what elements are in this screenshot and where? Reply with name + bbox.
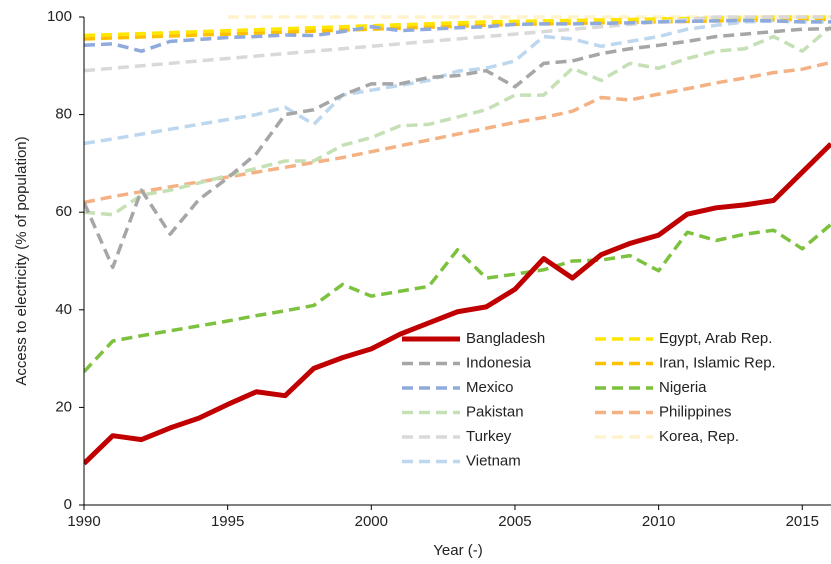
series-line <box>84 17 831 41</box>
x-tick-label: 1990 <box>67 513 100 530</box>
y-tick-label: 20 <box>55 398 72 415</box>
series-line <box>84 223 831 373</box>
legend-label: Pakistan <box>466 403 524 420</box>
legend-label: Iran, Islamic Rep. <box>659 354 776 371</box>
plot-lines <box>84 15 831 466</box>
series-line <box>84 15 831 38</box>
legend-label: Indonesia <box>466 354 532 371</box>
x-tick-label: 1995 <box>211 513 244 530</box>
series-line <box>84 60 831 205</box>
legend-label: Philippines <box>659 403 732 420</box>
legend-label: Nigeria <box>659 379 707 396</box>
x-tick-label: 2015 <box>786 513 819 530</box>
y-tick-label: 40 <box>55 301 72 318</box>
legend-label: Vietnam <box>466 452 521 469</box>
x-axis-label: Year (-) <box>433 542 482 559</box>
series-line <box>84 25 831 217</box>
y-tick-label: 100 <box>47 8 72 25</box>
legend-label: Bangladesh <box>466 330 545 347</box>
legend-label: Mexico <box>466 379 514 396</box>
series-line <box>84 142 831 466</box>
y-axis-label: Access to electricity (% of population) <box>13 136 30 385</box>
x-tick-label: 2005 <box>498 513 531 530</box>
series-line <box>84 19 831 146</box>
y-tick-label: 60 <box>55 203 72 220</box>
y-tick-label: 0 <box>64 496 72 513</box>
x-tick-label: 2010 <box>642 513 675 530</box>
series-line <box>84 18 831 53</box>
legend-label: Korea, Rep. <box>659 428 739 445</box>
y-tick-label: 80 <box>55 106 72 123</box>
x-tick-label: 2000 <box>355 513 388 530</box>
legend-label: Turkey <box>466 428 512 445</box>
series-line <box>84 26 831 270</box>
legend-label: Egypt, Arab Rep. <box>659 330 772 347</box>
series-line <box>84 15 831 73</box>
